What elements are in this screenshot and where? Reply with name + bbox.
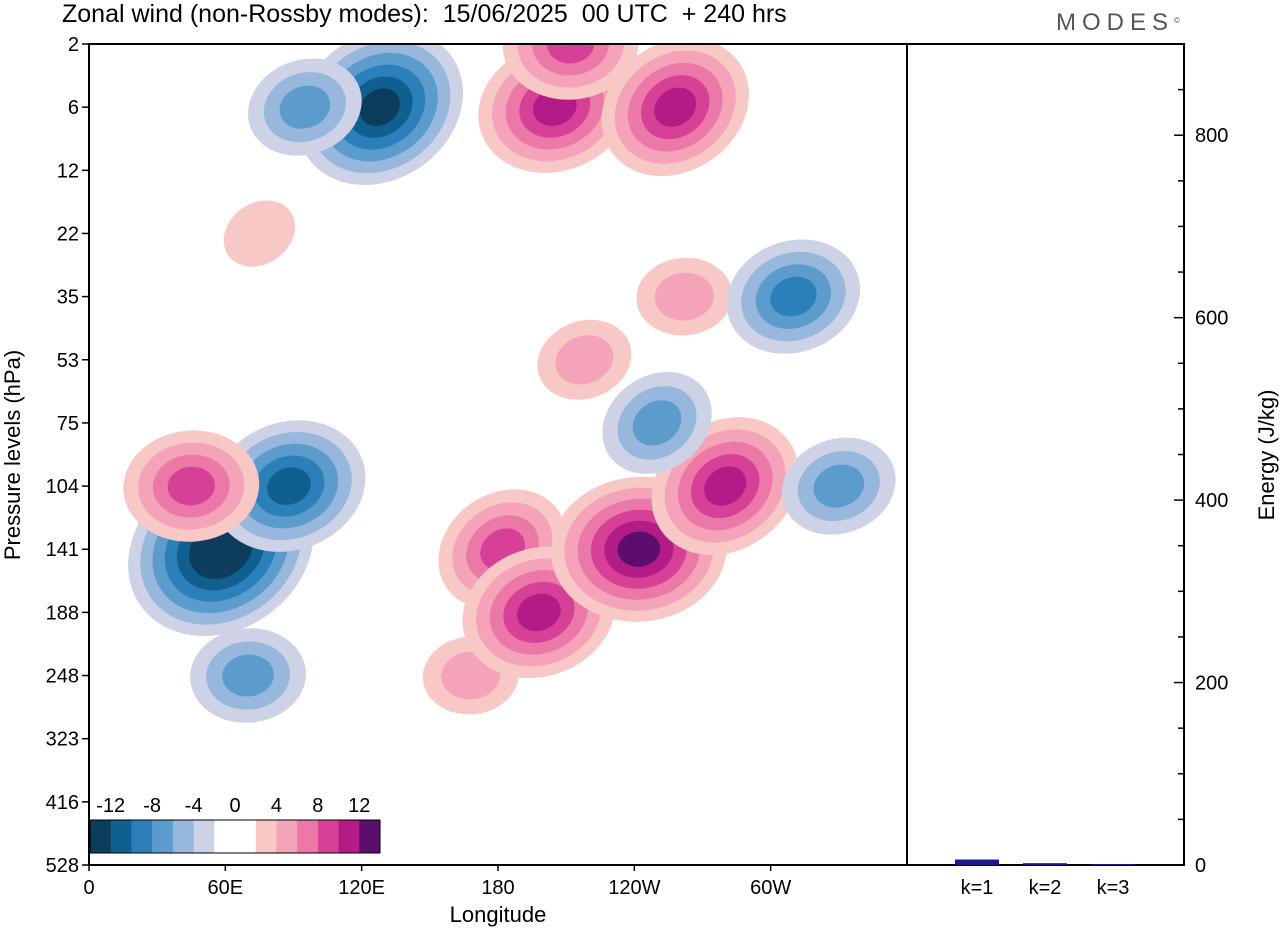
- colorbar-label: 8: [312, 795, 323, 817]
- energy-tick-label: 0: [1195, 855, 1206, 877]
- energy-tick-label: 600: [1195, 308, 1228, 330]
- energy-category-label: k=3: [1097, 877, 1130, 899]
- heatmap-cell: [602, 371, 712, 474]
- heatmap-cell: [726, 239, 861, 354]
- colorbar-swatch: [152, 820, 174, 853]
- y-tick-label: 104: [46, 476, 79, 498]
- colorbar-swatch: [338, 820, 360, 853]
- colorbar: -12 -8 -4 0 4 8 12: [89, 795, 381, 854]
- colorbar-label: -12: [96, 795, 125, 817]
- colorbar-swatch: [193, 820, 215, 853]
- energy-category-label: k=1: [961, 877, 994, 899]
- x-axis: 0 60E 120E 180 120W 60W: [83, 865, 791, 899]
- x-axis-label: Longitude: [450, 902, 547, 927]
- colorbar-swatch: [359, 820, 381, 853]
- energy-tick-label: 800: [1195, 125, 1228, 147]
- energy-frame: [906, 43, 1185, 866]
- heatmap-cell: [651, 417, 799, 555]
- chart-title: Zonal wind (non-Rossby modes): 15/06/202…: [62, 0, 787, 28]
- colorbar-swatch: [172, 820, 195, 853]
- colorbar-swatch: [90, 820, 112, 853]
- y-tick-label: 22: [57, 223, 79, 245]
- colorbar-swatch: [276, 820, 298, 853]
- x-tick-label: 0: [83, 877, 94, 899]
- colorbar-swatch: [255, 820, 277, 853]
- y-tick-label: 248: [46, 666, 79, 688]
- modes-logo: MODES©: [1056, 9, 1180, 36]
- heatmap-cell: [636, 257, 733, 336]
- energy-bars: k=1 k=2 k=3: [955, 859, 1135, 899]
- colorbar-label: -4: [185, 795, 203, 817]
- heatmap-cell: [190, 628, 306, 723]
- y-tick-label: 75: [57, 413, 79, 435]
- heatmap-cell: [537, 319, 632, 400]
- y-tick-label: 6: [68, 97, 79, 119]
- energy-tick-label: 400: [1195, 490, 1228, 512]
- heatmap-cell: [781, 437, 896, 535]
- colorbar-label: -8: [143, 795, 161, 817]
- colorbar-swatch: [110, 820, 132, 853]
- x-tick-label: 60E: [208, 877, 244, 899]
- colorbar-label: 12: [348, 795, 370, 817]
- heatmap-cell: [223, 200, 296, 267]
- y-tick-label: 528: [46, 855, 79, 877]
- heatmap-cell: [248, 58, 362, 156]
- y-tick-label: 188: [46, 602, 79, 624]
- colorbar-label: 0: [229, 795, 240, 817]
- energy-bar: [955, 859, 999, 865]
- colorbar-swatch: [297, 820, 319, 853]
- y-tick-label: 141: [46, 539, 79, 561]
- energy-bar: [1091, 864, 1135, 866]
- x-tick-label: 120E: [338, 877, 385, 899]
- x-tick-label: 60W: [750, 877, 791, 899]
- energy-tick-label: 200: [1195, 673, 1228, 695]
- colorbar-swatch: [131, 820, 153, 853]
- y-tick-label: 35: [57, 287, 79, 309]
- heatmap-field: [123, 44, 896, 723]
- energy-axis-label: Energy (J/kg): [1254, 390, 1279, 521]
- energy-axis: 0 200 400 600 800: [1174, 43, 1228, 877]
- x-tick-label: 180: [481, 877, 514, 899]
- heatmap-cell: [601, 44, 749, 177]
- colorbar-frame: [89, 819, 381, 854]
- y-tick-label: 53: [57, 350, 79, 372]
- colorbar-swatch: [317, 820, 340, 853]
- y-tick-label: 416: [46, 792, 79, 814]
- y-tick-label: 12: [57, 160, 79, 182]
- y-axis-label: Pressure levels (hPa): [0, 350, 25, 560]
- colorbar-swatch: [235, 820, 257, 853]
- colorbar-swatch: [214, 820, 236, 853]
- energy-bar: [1023, 863, 1067, 865]
- heatmap-cell: [123, 430, 260, 542]
- y-tick-label: 2: [68, 34, 79, 56]
- colorbar-label: 4: [271, 795, 282, 817]
- energy-category-label: k=2: [1029, 877, 1062, 899]
- x-tick-label: 120W: [608, 877, 660, 899]
- y-axis: 2 6 12 22 35 53 75 104 141 188 248 323 416 528: [46, 34, 89, 877]
- heatmap-cell: [212, 420, 366, 552]
- y-tick-label: 323: [46, 729, 79, 751]
